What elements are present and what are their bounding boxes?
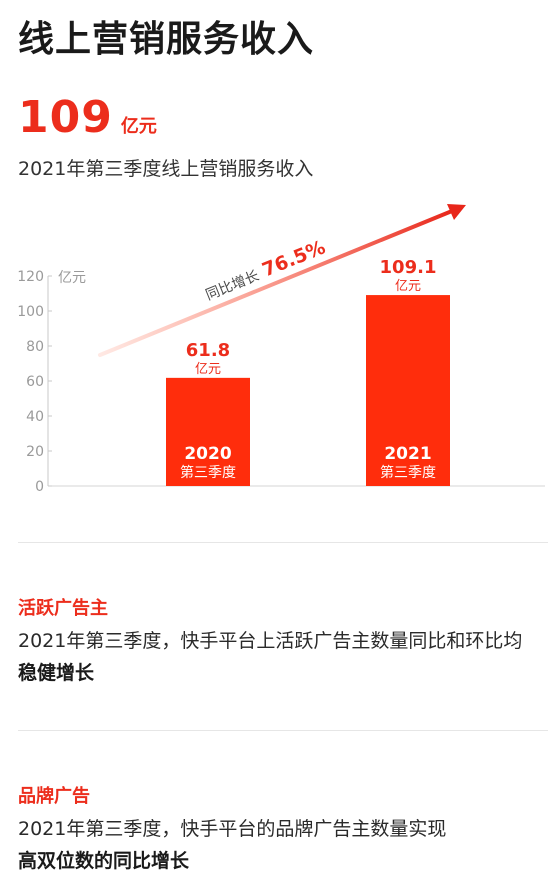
- bar-year-label: 2021: [384, 444, 431, 464]
- y-tick-label: 60: [26, 374, 44, 390]
- revenue-chart: 0 20 40 60 80 100 120 亿元 同比增长76.5% 61.8 亿元 2020 第三…: [0, 190, 548, 510]
- y-tick-label: 40: [26, 409, 44, 425]
- section-title-active-advertisers: 活跃广告主: [18, 598, 108, 619]
- bar-value-label: 61.8: [186, 340, 230, 361]
- section-body-text: 2021年第三季度，快手平台的品牌广告主数量实现: [18, 818, 447, 840]
- bar-quarter-label: 第三季度: [380, 464, 436, 481]
- hero-unit: 亿元: [120, 116, 157, 137]
- page-subtitle: 2021年第三季度线上营销服务收入: [18, 158, 314, 180]
- section-divider: [18, 542, 548, 543]
- y-axis-unit: 亿元: [58, 270, 86, 286]
- section-divider: [18, 730, 548, 731]
- bar-quarter-label: 第三季度: [180, 464, 236, 481]
- bar-value-label: 109.1: [380, 257, 437, 278]
- y-tick-label: 0: [35, 479, 44, 495]
- y-tick-label: 100: [17, 304, 44, 320]
- section-body-highlight: 高双位数的同比增长: [18, 850, 190, 872]
- growth-arrow-head-icon: [447, 204, 466, 220]
- section-title-brand-ads: 品牌广告: [18, 786, 90, 807]
- page-title: 线上营销服务收入: [18, 19, 315, 60]
- hero-value: 109: [18, 92, 113, 143]
- hero-figure: 109 亿元: [18, 92, 157, 143]
- growth-label: 同比增长: [204, 268, 262, 304]
- y-tick-label: 120: [17, 269, 44, 285]
- section-body-brand-ads: 2021年第三季度，快手平台的品牌广告主数量实现 高双位数的同比增长: [18, 813, 538, 877]
- growth-arrow-line: [98, 209, 454, 357]
- bar: [366, 295, 450, 486]
- bar-value-unit: 亿元: [195, 362, 221, 377]
- y-tick-label: 20: [26, 444, 44, 460]
- section-body-highlight: 稳健增长: [18, 662, 95, 684]
- bar-value-unit: 亿元: [395, 279, 421, 294]
- section-body-text: 2021年第三季度，快手平台上活跃广告主数量同比和环比均: [18, 630, 523, 652]
- bar: [166, 377, 250, 486]
- section-body-active-advertisers: 2021年第三季度，快手平台上活跃广告主数量同比和环比均 稳健增长: [18, 625, 538, 689]
- y-tick-label: 80: [26, 339, 44, 355]
- bar-year-label: 2020: [184, 444, 231, 464]
